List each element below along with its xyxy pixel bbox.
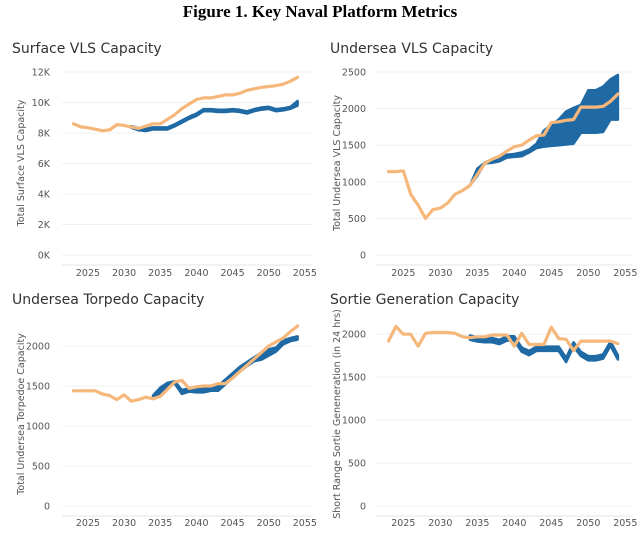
chart-title: Undersea VLS Capacity <box>330 41 493 57</box>
y-tick-label: 2000 <box>342 330 366 341</box>
chart-title: Surface VLS Capacity <box>12 41 162 57</box>
y-tick-label: 500 <box>348 459 366 470</box>
x-tick-label: 2030 <box>428 268 452 279</box>
x-tick-label: 2040 <box>502 268 526 279</box>
x-tick-label: 2040 <box>184 518 208 529</box>
y-tick-label: 1000 <box>342 177 366 188</box>
x-tick-label: 2035 <box>465 518 489 529</box>
x-tick-label: 2025 <box>391 268 415 279</box>
x-tick-label: 2040 <box>502 518 526 529</box>
y-tick-label: 1500 <box>26 382 50 393</box>
x-tick-label: 2030 <box>112 268 136 279</box>
x-tick-label: 2030 <box>112 518 136 529</box>
y-tick-label: 2500 <box>342 68 366 79</box>
x-tick-label: 2030 <box>428 518 452 529</box>
x-tick-label: 2025 <box>76 268 100 279</box>
x-tick-label: 2050 <box>576 268 600 279</box>
y-axis-label: Total Undersea VLS Capacity <box>332 95 343 232</box>
y-tick-label: 0K <box>38 251 51 262</box>
y-tick-label: 500 <box>348 214 366 225</box>
series-line <box>386 92 620 220</box>
chart-title: Sortie Generation Capacity <box>330 292 519 308</box>
series-band-range <box>468 334 620 364</box>
series-band-range <box>130 99 299 133</box>
x-tick-label: 2050 <box>257 518 281 529</box>
x-tick-label: 2045 <box>539 268 563 279</box>
chart-panel: Undersea Torpedo Capacity Total Undersea … <box>12 292 317 529</box>
x-tick-label: 2035 <box>148 268 172 279</box>
y-tick-label: 1000 <box>26 422 50 433</box>
y-axis-label: Total Undersea Torpedoe Capacity <box>16 333 27 496</box>
x-tick-label: 2040 <box>184 268 208 279</box>
series-band-range <box>468 73 620 187</box>
series-line <box>71 324 300 403</box>
y-tick-label: 1500 <box>342 141 366 152</box>
x-tick-label: 2035 <box>465 268 489 279</box>
y-tick-label: 2000 <box>342 104 366 115</box>
x-tick-label: 2055 <box>613 518 637 529</box>
y-tick-label: 1500 <box>342 373 366 384</box>
series-line <box>386 324 620 353</box>
y-tick-label: 2000 <box>26 342 50 353</box>
y-tick-label: 2K <box>38 220 51 231</box>
x-tick-label: 2055 <box>293 268 317 279</box>
chart-title: Undersea Torpedo Capacity <box>12 292 204 308</box>
y-tick-label: 6K <box>38 159 51 170</box>
chart-panel: Undersea VLS Capacity Total Undersea VLS … <box>330 41 637 279</box>
x-tick-label: 2045 <box>220 518 244 529</box>
x-tick-label: 2025 <box>391 518 415 529</box>
series-line <box>71 75 300 133</box>
x-tick-label: 2055 <box>613 268 637 279</box>
x-tick-label: 2025 <box>76 518 100 529</box>
x-tick-label: 2055 <box>293 518 317 529</box>
x-tick-label: 2050 <box>257 268 281 279</box>
x-tick-label: 2045 <box>539 518 563 529</box>
y-tick-label: 0 <box>360 502 366 513</box>
y-axis-label: Short Range Sortie Geneneration (in 24 h… <box>332 309 343 519</box>
chart-panel: Surface VLS Capacity Total Surface VLS Ca… <box>12 41 317 279</box>
y-tick-label: 4K <box>38 190 51 201</box>
y-axis-label: Total Surface VLS Capacity <box>16 99 27 227</box>
y-tick-label: 0 <box>44 502 50 513</box>
x-tick-label: 2035 <box>148 518 172 529</box>
y-tick-label: 0 <box>360 251 366 262</box>
y-tick-label: 8K <box>38 129 51 140</box>
figure-title: Figure 1. Key Naval Platform Metrics <box>183 2 458 21</box>
x-tick-label: 2050 <box>576 518 600 529</box>
y-tick-label: 500 <box>32 462 50 473</box>
x-tick-label: 2045 <box>220 268 244 279</box>
y-tick-label: 10K <box>32 98 51 109</box>
y-tick-label: 12K <box>32 68 51 79</box>
y-tick-label: 1000 <box>342 416 366 427</box>
